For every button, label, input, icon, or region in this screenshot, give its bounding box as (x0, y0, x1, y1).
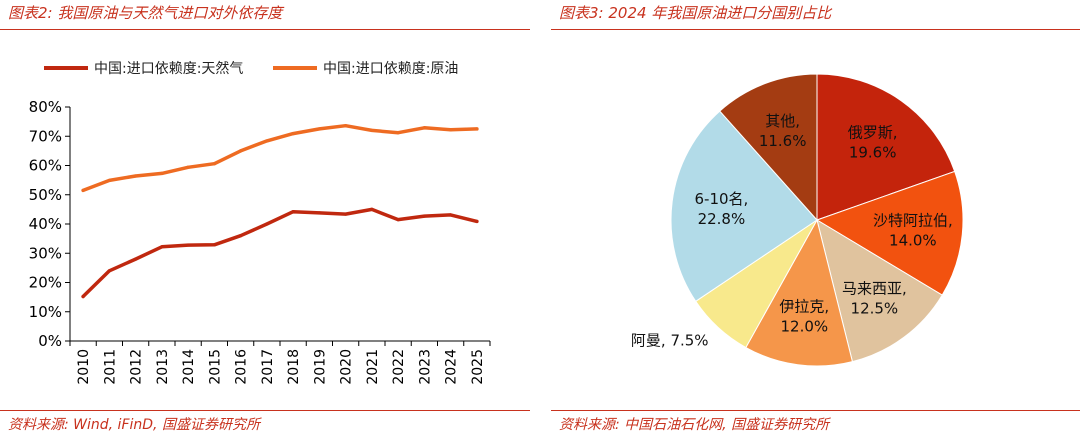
x-tick-label: 2023 (417, 349, 433, 385)
legend-label-1: 中国:进口依赖度:原油 (323, 61, 458, 77)
pie-label-outside: 阿曼, 7.5% (631, 332, 709, 350)
series-line-1 (81, 123, 479, 193)
series-point-0 (370, 207, 374, 211)
x-tick-label: 2016 (234, 349, 250, 385)
x-tick-label: 2015 (207, 349, 223, 385)
series-point-0 (81, 294, 85, 299)
series-point-0 (449, 213, 453, 217)
pie-label-name: 其他, (765, 112, 800, 130)
left-source: 资料来源: Wind, iFinD, 国盛证券研究所 (8, 417, 260, 433)
pie-label-value: 14.0% (889, 232, 937, 250)
x-tick-label: 2019 (312, 349, 328, 385)
series-point-0 (265, 222, 269, 226)
left-figure-title: 图表2: 我国原油与天然气进口对外依存度 (8, 4, 283, 22)
right-title-rule (551, 29, 1080, 30)
series-point-0 (239, 234, 243, 238)
y-tick-label: 60% (29, 157, 62, 175)
y-tick-label: 20% (29, 274, 62, 292)
pie-label-value: 22.8% (698, 210, 746, 228)
series-point-1 (265, 139, 269, 143)
pie-label-name: 伊拉克, (779, 298, 829, 316)
series-point-0 (186, 243, 190, 247)
pie-slice-6 (670, 110, 818, 302)
pie-label-value: 12.0% (780, 318, 828, 336)
series-point-1 (239, 149, 243, 153)
series-point-1 (134, 174, 138, 178)
x-tick-label: 2011 (102, 349, 118, 385)
series-point-1 (317, 127, 321, 131)
left-figure: 图表2: 我国原油与天然气进口对外依存度 中国:进口依赖度:天然气 中国:进口依赖… (0, 0, 530, 438)
pie-label-value: 11.6% (759, 132, 807, 150)
series-point-0 (317, 211, 321, 215)
series-point-1 (475, 127, 479, 131)
series-point-1 (344, 124, 348, 128)
series-point-0 (160, 245, 164, 249)
x-tick-label: 2010 (76, 349, 92, 385)
x-tick-label: 2017 (260, 349, 276, 385)
right-figure: 图表3: 2024 年我国原油进口分国别占比 俄罗斯, 19.6% 沙特阿拉伯, 14… (551, 0, 1080, 438)
x-tick-label: 2018 (286, 349, 302, 385)
y-tick-label: 80% (29, 98, 62, 116)
right-source: 资料来源: 中国石油石化网, 国盛证券研究所 (559, 417, 830, 433)
right-figure-title: 图表3: 2024 年我国原油进口分国别占比 (559, 4, 832, 22)
x-tick-label: 2012 (129, 349, 145, 385)
series-point-1 (291, 132, 295, 136)
y-tick-label: 40% (29, 215, 62, 233)
series-point-0 (422, 214, 426, 218)
y-tick-label: 30% (29, 244, 62, 262)
y-tick-label: 50% (29, 186, 62, 204)
x-tick-label: 2020 (339, 349, 355, 385)
series-point-1 (396, 131, 400, 135)
right-source-rule (551, 410, 1080, 411)
series-point-0 (291, 210, 295, 214)
left-source-rule (0, 410, 530, 411)
x-tick-label: 2013 (155, 349, 171, 385)
series-point-1 (212, 162, 216, 166)
pie-label-value: 19.6% (849, 143, 897, 161)
pie-label-name: 俄罗斯, (848, 123, 898, 141)
pie-slice-7 (719, 73, 818, 222)
y-tick-label: 10% (29, 303, 62, 321)
x-tick-label: 2022 (391, 349, 407, 385)
pie-slice-3 (816, 218, 943, 363)
left-title-rule (0, 29, 530, 30)
series-point-1 (81, 188, 85, 192)
series-point-0 (475, 219, 479, 223)
pie-label-name: 沙特阿拉伯, (873, 212, 953, 230)
pie-label-name: 马来西亚, (842, 279, 907, 297)
series-point-0 (134, 257, 138, 261)
pie-slice-4 (745, 218, 854, 367)
x-tick-label: 2025 (470, 349, 486, 385)
x-tick-label: 2014 (181, 349, 197, 385)
series-point-1 (107, 178, 111, 183)
dependency-line-chart: 中国:进口依赖度:天然气 中国:进口依赖度:原油 0% 10% 20% 30% 40% 50%… (29, 60, 491, 385)
pie-slice-2 (815, 170, 964, 296)
series-point-1 (186, 165, 190, 169)
y-tick-label: 70% (29, 127, 62, 145)
series-point-1 (160, 171, 164, 175)
series-point-1 (370, 128, 374, 132)
x-tick-label: 2024 (444, 349, 460, 385)
series-point-1 (422, 126, 426, 130)
pie-label-value: 12.5% (851, 299, 899, 317)
series-point-0 (344, 212, 348, 216)
pie-label-name: 6-10名, (694, 190, 748, 208)
series-line-0 (81, 207, 479, 299)
x-tick-label: 2021 (365, 349, 381, 385)
series-point-0 (396, 218, 400, 222)
import-share-pie-chart: 俄罗斯, 19.6% 沙特阿拉伯, 14.0% 马来西亚, 12.5% 伊拉克, 12.0% 阿… (631, 73, 964, 367)
y-tick-label: 0% (38, 332, 62, 350)
series-point-0 (107, 269, 111, 273)
series-point-0 (212, 243, 216, 247)
series-point-1 (449, 128, 453, 132)
legend-label-0: 中国:进口依赖度:天然气 (94, 60, 243, 77)
